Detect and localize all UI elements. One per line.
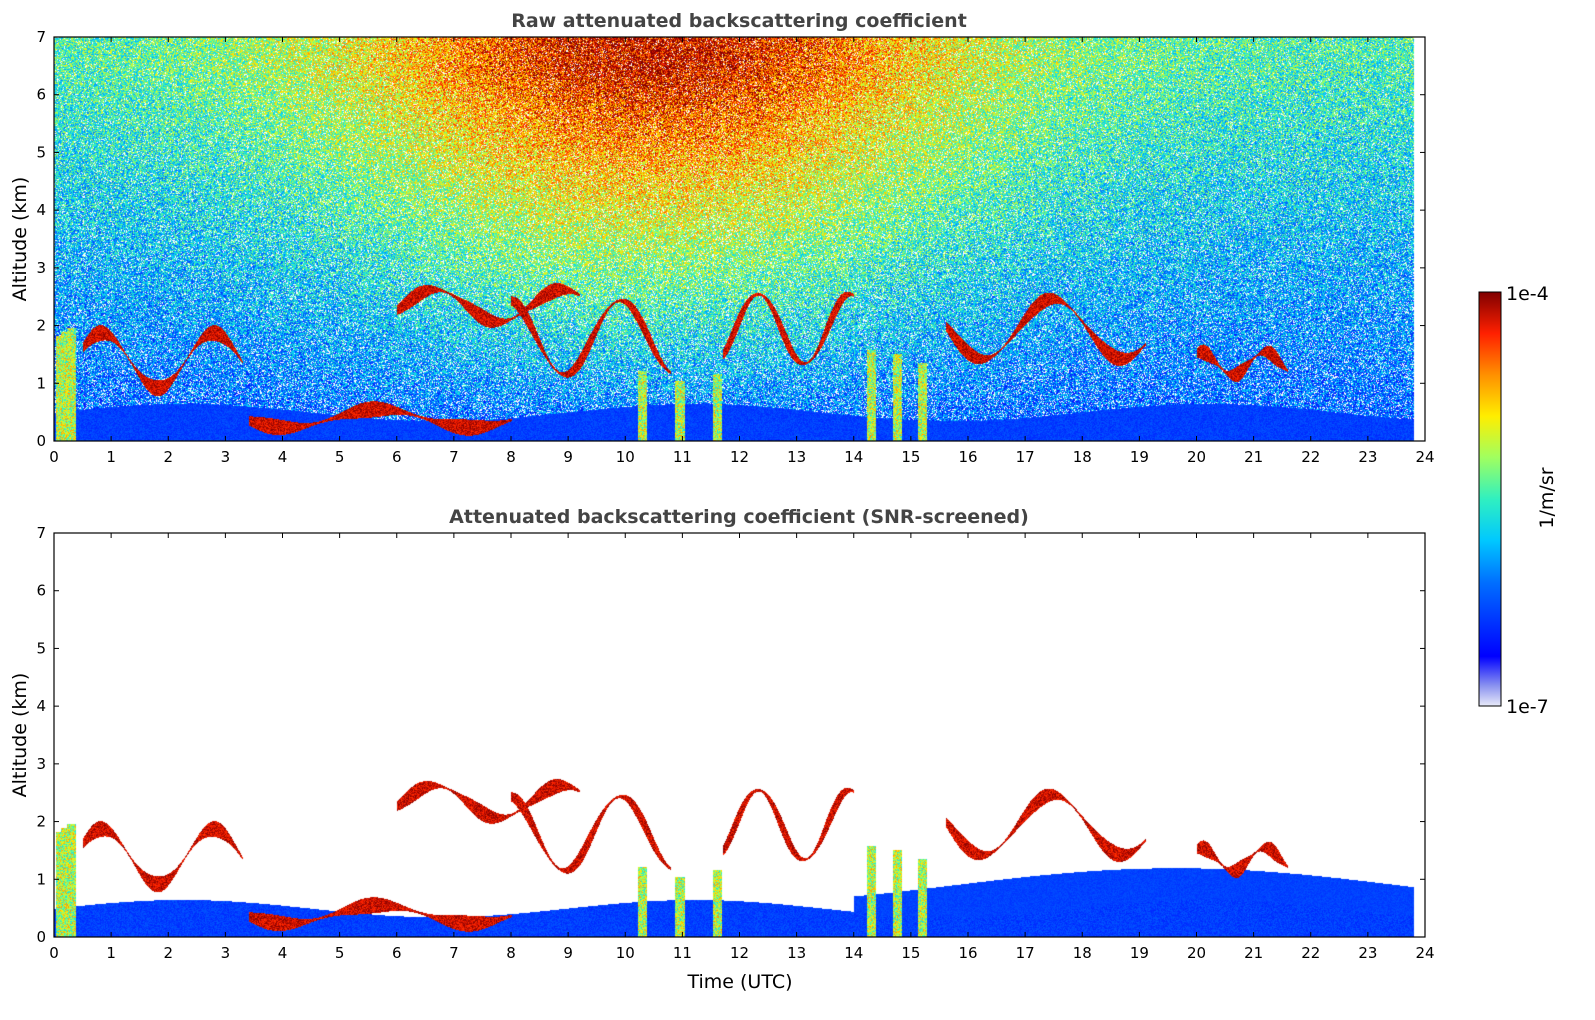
x-tick-label: 4 [278,448,288,466]
y-tick-label: 1 [36,870,46,888]
x-tick-label: 17 [1016,448,1035,466]
colorbar-unit-label: 1/m/sr [1536,467,1558,528]
x-tick-label: 22 [1301,944,1320,962]
x-tick-label: 19 [1130,448,1149,466]
y-tick-label: 1 [36,374,46,392]
x-tick-label: 15 [901,448,920,466]
colorbar-max-label: 1e-4 [1506,283,1549,305]
x-tick-label: 16 [958,448,977,466]
y-tick-label: 3 [36,259,46,277]
x-tick-label: 8 [506,944,516,962]
x-tick-label: 3 [221,944,231,962]
y-tick-label: 6 [36,582,46,600]
x-tick-label: 24 [1415,944,1434,962]
screened-y-axis-label: Altitude (km) [9,673,31,798]
x-tick-label: 20 [1187,448,1206,466]
colorbar-min-label: 1e-7 [1506,696,1549,718]
x-tick-label: 15 [901,944,920,962]
x-tick-label: 7 [449,448,459,466]
x-tick-label: 1 [106,448,116,466]
time-axis-label: Time (UTC) [686,971,792,993]
screened-backscatter-heatmap [54,533,1425,937]
y-tick-label: 7 [36,28,46,46]
x-tick-label: 12 [730,448,749,466]
x-tick-label: 12 [730,944,749,962]
x-tick-label: 18 [1073,448,1092,466]
x-tick-label: 4 [278,944,288,962]
y-tick-label: 0 [36,432,46,450]
y-tick-label: 2 [36,813,46,831]
x-tick-label: 5 [335,944,345,962]
x-tick-label: 19 [1130,944,1149,962]
x-tick-label: 20 [1187,944,1206,962]
x-tick-label: 11 [673,944,692,962]
x-tick-label: 23 [1358,944,1377,962]
x-tick-label: 8 [506,448,516,466]
y-tick-label: 6 [36,86,46,104]
x-tick-label: 24 [1415,448,1434,466]
y-tick-label: 2 [36,317,46,335]
colorbar-gradient [1478,291,1502,707]
y-tick-label: 0 [36,928,46,946]
raw-y-axis-label: Altitude (km) [9,177,31,302]
x-tick-label: 2 [163,944,173,962]
x-tick-label: 14 [844,944,863,962]
x-tick-label: 7 [449,944,459,962]
screened-panel-title: Attenuated backscattering coefficient (S… [449,506,1029,528]
x-tick-label: 13 [787,944,806,962]
x-tick-label: 21 [1244,448,1263,466]
x-tick-label: 21 [1244,944,1263,962]
raw-backscatter-panel: Raw attenuated backscattering coefficien… [9,10,1435,466]
y-tick-label: 3 [36,755,46,773]
screened-backscatter-panel: Attenuated backscattering coefficient (S… [9,506,1435,993]
x-tick-label: 0 [49,448,59,466]
x-tick-label: 6 [392,448,402,466]
screened-x-axis: 0 1 2 3 4 5 6 7 8 9 10 11 12 13 14 15 16 17 18 19 20 21 22 23 24 [49,533,1435,962]
x-tick-label: 5 [335,448,345,466]
raw-backscatter-heatmap [54,37,1425,441]
x-tick-label: 6 [392,944,402,962]
x-tick-label: 14 [844,448,863,466]
x-tick-label: 17 [1016,944,1035,962]
x-tick-label: 0 [49,944,59,962]
x-tick-label: 23 [1358,448,1377,466]
x-tick-label: 2 [163,448,173,466]
x-tick-label: 22 [1301,448,1320,466]
x-tick-label: 13 [787,448,806,466]
y-tick-label: 4 [36,201,46,219]
raw-panel-title: Raw attenuated backscattering coefficien… [511,10,967,32]
x-tick-label: 9 [563,448,573,466]
y-tick-label: 5 [36,143,46,161]
y-tick-label: 5 [36,639,46,657]
raw-y-axis: 0 1 2 3 4 5 6 7 [36,28,1425,450]
x-tick-label: 3 [221,448,231,466]
x-tick-label: 10 [616,448,635,466]
raw-x-axis: 0 1 2 3 4 5 6 7 8 9 10 11 12 13 14 15 16 17 18 19 20 21 22 23 24 [49,37,1435,466]
x-tick-label: 11 [673,448,692,466]
y-tick-label: 7 [36,524,46,542]
x-tick-label: 9 [563,944,573,962]
y-tick-label: 4 [36,697,46,715]
x-tick-label: 16 [958,944,977,962]
screened-y-axis: 0 1 2 3 4 5 6 7 [36,524,1425,946]
x-tick-label: 1 [106,944,116,962]
x-tick-label: 10 [616,944,635,962]
x-tick-label: 18 [1073,944,1092,962]
colorbar: 1e-4 1e-7 1/m/sr [1478,283,1558,718]
